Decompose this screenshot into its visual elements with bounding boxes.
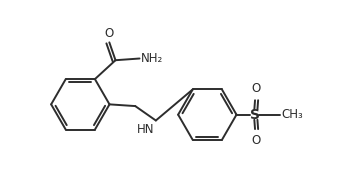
Text: O: O (104, 27, 113, 40)
Text: NH₂: NH₂ (141, 52, 164, 65)
Text: CH₃: CH₃ (281, 108, 303, 121)
Text: HN: HN (137, 123, 154, 136)
Text: S: S (250, 108, 260, 122)
Text: O: O (251, 82, 260, 95)
Text: O: O (251, 134, 260, 147)
